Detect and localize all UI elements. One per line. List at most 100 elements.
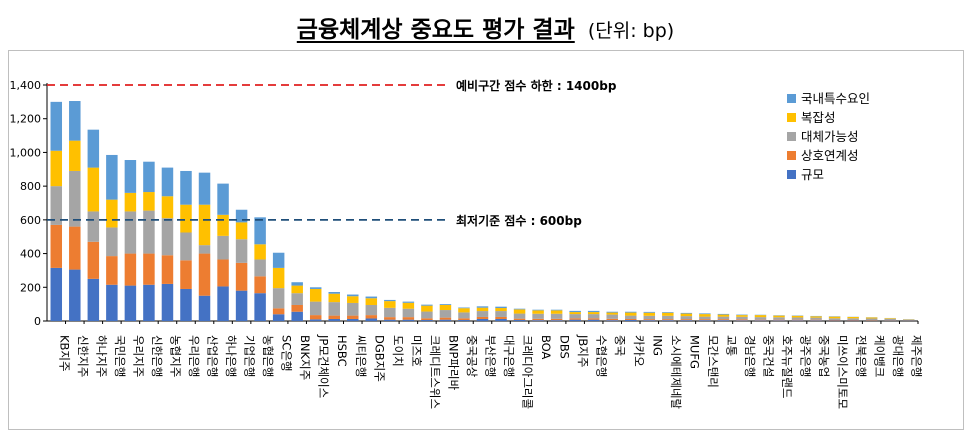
bar-segment (717, 316, 730, 320)
legend-swatch (787, 151, 796, 160)
y-tick-label: 200 (20, 281, 41, 294)
bar-segment (495, 311, 507, 317)
bar-segment (124, 211, 137, 254)
legend-label: 상호연계성 (801, 148, 859, 163)
x-category-label: SC은행 (280, 335, 294, 372)
bar-segment (106, 256, 118, 285)
bar-segment (680, 312, 693, 314)
bar-segment (476, 318, 489, 321)
bar-segment (87, 278, 100, 321)
bar-segment (847, 319, 859, 321)
x-category-label: 광주은행 (799, 335, 813, 377)
bar-segment (773, 315, 785, 318)
bar-segment (235, 290, 248, 321)
y-tick-label: 600 (20, 214, 41, 227)
bar-segment (69, 140, 81, 171)
bar-segment (569, 312, 581, 315)
chart-title: 금융체계상 중요도 평가 결과 (296, 17, 575, 43)
bar-segment (550, 320, 563, 321)
bar-segment (791, 320, 804, 321)
bar-segment (291, 304, 303, 312)
bar-segment (754, 319, 767, 321)
bar-segment (309, 301, 322, 316)
bar-segment (421, 305, 433, 312)
bar-segment (143, 192, 155, 211)
x-category-label: 크레디아그리콜 (521, 335, 535, 409)
bar-segment (532, 310, 544, 314)
bar-segment (124, 285, 137, 321)
bar-segment (87, 211, 100, 242)
bar-segment (810, 316, 822, 318)
legend-label: 대체가능성 (801, 129, 859, 144)
y-tick-label: 1,400 (10, 79, 42, 92)
bar-segment (662, 319, 674, 321)
bar-segment (235, 222, 248, 240)
bar-segment (69, 269, 81, 321)
bar-segment (402, 317, 415, 320)
bar-segment (513, 309, 526, 314)
x-category-label: 국민은행 (113, 335, 127, 377)
bar-segment (550, 309, 563, 311)
bar-segment (643, 312, 656, 316)
bar-segment (736, 319, 748, 321)
bar-segment (569, 319, 581, 321)
bar-segment (69, 170, 81, 227)
x-category-label: DGB지주 (372, 335, 386, 382)
bar-segment (402, 319, 415, 321)
bar-segment (625, 311, 637, 313)
bar-segment (699, 313, 711, 315)
x-category-label: 씨티은행 (354, 335, 368, 377)
x-category-label: 우리지주 (131, 335, 145, 377)
bar-segment (532, 313, 544, 319)
bar-segment (180, 260, 192, 289)
bar-segment (569, 310, 581, 313)
bar-segment (754, 317, 767, 320)
x-category-label: 하나은행 (224, 335, 238, 377)
bar-segment (754, 320, 767, 321)
bar-segment (365, 318, 378, 321)
bar-segment (847, 320, 859, 321)
bar-segment (736, 315, 748, 317)
bar-segment (625, 312, 637, 316)
bar-segment (69, 226, 81, 270)
bar-segment (513, 313, 526, 319)
bar-segment (272, 308, 285, 315)
reference-line-label: 최저기준 점수 : 600bp (456, 213, 582, 228)
bar-segment (50, 101, 63, 151)
bar-segment (643, 319, 656, 321)
bar-segment (198, 295, 211, 321)
bar-segment (87, 129, 100, 168)
bar-segment (161, 283, 174, 321)
bar-segment (143, 210, 155, 254)
bar-segment (699, 320, 711, 321)
bar-segment (569, 318, 581, 320)
bar-segment (606, 312, 618, 315)
bar-segment (532, 318, 544, 321)
x-category-label: HSBC (335, 335, 349, 367)
bar-segment (198, 204, 211, 246)
bar-segment (680, 320, 693, 321)
x-category-label: 전북은행 (854, 335, 868, 377)
bar-segment (662, 315, 674, 320)
bar-segment (365, 304, 378, 316)
bar-segment (476, 307, 489, 312)
bar-segment (328, 293, 340, 303)
bar-segment (198, 172, 211, 205)
bar-segment (309, 319, 322, 321)
bar-segment (309, 288, 322, 302)
bar-segment (606, 311, 618, 313)
bar-segment (662, 312, 674, 316)
x-category-label: JP모건체이스 (317, 334, 331, 398)
bar-segment (513, 319, 526, 321)
x-category-label: 신한지주 (76, 335, 90, 377)
x-category-label: 농협지주 (168, 335, 182, 377)
x-category-label: 중국농업 (817, 335, 831, 377)
bar-segment (124, 253, 137, 286)
bar-segment (235, 209, 248, 223)
bar-segment (161, 196, 174, 219)
bar-segment (384, 319, 396, 321)
bar-segment (439, 310, 452, 318)
bar-segment (87, 241, 100, 279)
bar-segment (254, 276, 266, 294)
bar-segment (347, 318, 359, 321)
